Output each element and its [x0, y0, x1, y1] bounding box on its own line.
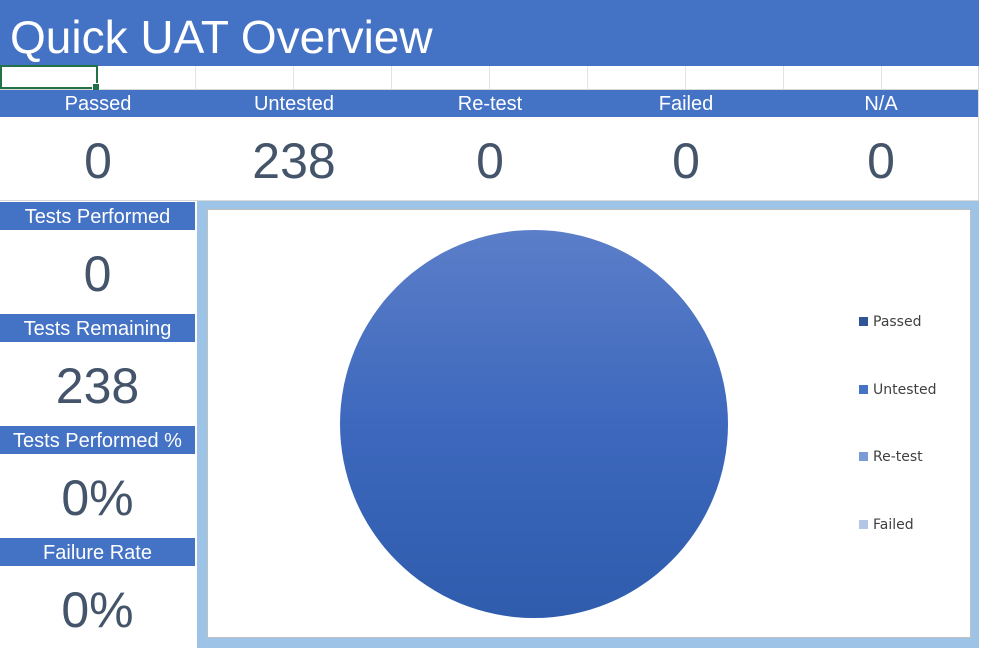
- title-banner: Quick UAT Overview: [0, 0, 979, 66]
- metric-label-tests-performed-pct: Tests Performed %: [0, 426, 195, 454]
- metric-value-tests-remaining[interactable]: 238: [55, 358, 140, 414]
- pie-slice-untested[interactable]: [340, 230, 728, 618]
- metric-value-failure-rate[interactable]: 0%: [61, 582, 134, 638]
- legend-label: Untested: [873, 381, 937, 398]
- metric-label-tests-remaining: Tests Remaining: [0, 314, 195, 342]
- status-label-na: N/A: [864, 93, 898, 115]
- legend-item-untested[interactable]: Untested: [859, 381, 937, 399]
- cell[interactable]: [588, 66, 686, 89]
- legend-label: Failed: [873, 516, 914, 533]
- cell[interactable]: [686, 66, 784, 89]
- status-value-retest[interactable]: 0: [476, 133, 504, 189]
- selected-cell[interactable]: [0, 65, 100, 91]
- cell[interactable]: [294, 66, 392, 89]
- status-label-retest: Re-test: [457, 93, 523, 115]
- divider: [0, 200, 979, 201]
- status-value-na[interactable]: 0: [867, 133, 895, 189]
- status-value-failed[interactable]: 0: [672, 133, 700, 189]
- metric-label-tests-performed: Tests Performed: [0, 202, 195, 230]
- cell[interactable]: [784, 66, 882, 89]
- status-header-band: [0, 90, 979, 117]
- status-label-failed: Failed: [658, 93, 714, 115]
- legend-swatch: [859, 519, 868, 529]
- legend-item-re-test[interactable]: Re-test: [859, 448, 923, 466]
- cell[interactable]: [196, 66, 294, 89]
- cell[interactable]: [98, 66, 196, 89]
- cell[interactable]: [490, 66, 588, 89]
- status-label-untested: Untested: [253, 93, 335, 115]
- legend-swatch: [859, 317, 868, 326]
- cell[interactable]: [392, 66, 490, 89]
- page-title: Quick UAT Overview: [10, 11, 433, 63]
- pie-chart-svg: [340, 230, 728, 618]
- legend-item-failed[interactable]: Failed: [859, 516, 914, 534]
- pie-chart[interactable]: Passed Untested Re-test Failed: [207, 209, 971, 638]
- status-value-passed[interactable]: 0: [84, 133, 112, 189]
- status-label-passed: Passed: [64, 93, 132, 115]
- metric-value-tests-performed[interactable]: 0: [83, 246, 112, 302]
- legend-label: Passed: [873, 314, 922, 330]
- spreadsheet-row: [0, 66, 979, 90]
- legend-swatch: [859, 452, 868, 461]
- metric-value-tests-performed-pct[interactable]: 0%: [61, 470, 134, 526]
- metric-label-failure-rate: Failure Rate: [0, 538, 195, 566]
- legend-label: Re-test: [873, 449, 923, 465]
- legend-item-passed[interactable]: Passed: [859, 313, 921, 331]
- legend-swatch: [859, 384, 868, 394]
- cell[interactable]: [882, 66, 979, 89]
- status-value-untested[interactable]: 238: [252, 133, 336, 189]
